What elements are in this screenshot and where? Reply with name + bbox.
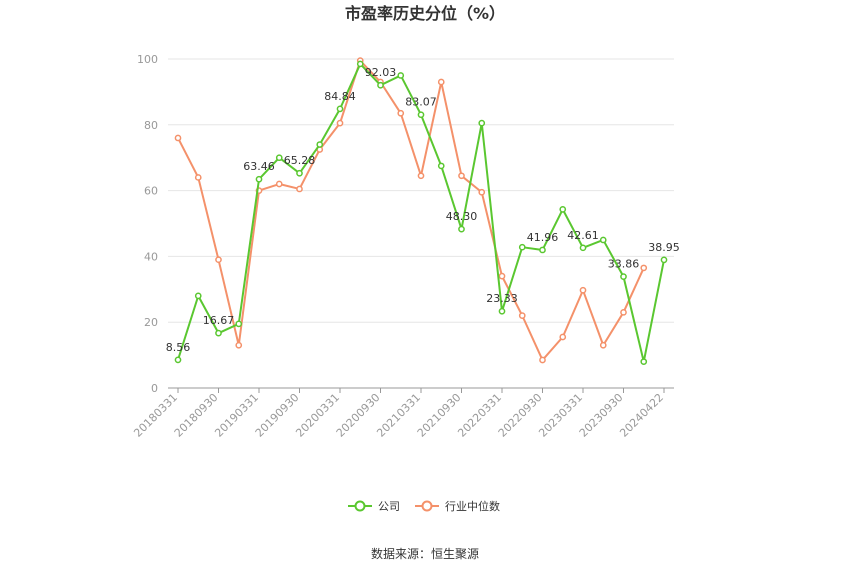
company-point — [539, 246, 546, 254]
industry-median-point — [417, 172, 425, 180]
company-point — [417, 111, 425, 119]
legend-label: 公司 — [378, 500, 400, 513]
company-point — [255, 175, 263, 183]
company-point — [660, 256, 668, 264]
chart-title: 市盈率历史分位（%） — [345, 4, 505, 23]
industry-median-point — [559, 333, 567, 341]
y-tick-label: 0 — [151, 382, 158, 395]
company-point — [579, 244, 587, 252]
industry-median-point — [397, 109, 405, 117]
legend-label: 行业中位数 — [445, 499, 500, 513]
data-label: 92.03 — [365, 66, 397, 79]
industry-median-point — [336, 119, 344, 127]
industry-median-point — [599, 341, 607, 349]
y-tick-label: 100 — [137, 53, 158, 66]
company-point — [559, 206, 567, 213]
industry-median-point — [215, 256, 222, 264]
industry-median-point — [235, 341, 243, 349]
data-label: 63.46 — [243, 160, 275, 173]
company-point — [235, 320, 243, 328]
data-label: 84.84 — [324, 90, 356, 103]
company-point — [275, 154, 283, 162]
legend: 公司 行业中位数 — [348, 499, 500, 513]
data-label: 23.33 — [486, 292, 518, 305]
company-point — [620, 273, 627, 280]
company-point — [194, 292, 202, 300]
company-point — [498, 307, 506, 315]
industry-median-point — [620, 308, 627, 316]
industry-median-point — [478, 188, 486, 196]
y-tick-label: 80 — [144, 119, 158, 132]
company-point — [336, 105, 344, 113]
industry-median-point — [579, 286, 587, 294]
company-point — [640, 358, 648, 366]
industry-median-line — [177, 59, 645, 362]
industry-median-point — [458, 172, 465, 180]
data-label: 8.56 — [166, 341, 191, 354]
industry-median-point — [174, 134, 182, 142]
industry-median-point — [518, 312, 526, 319]
y-tick-label: 40 — [144, 250, 158, 263]
industry-median-point — [539, 356, 546, 364]
y-tick-label: 60 — [144, 185, 158, 198]
legend-item-industry-median: 行业中位数 — [415, 499, 500, 513]
company-point — [599, 236, 607, 244]
data-labels: 8.56 16.67 63.46 65.28 84.84 92.03 83.07 48.30 2… — [166, 66, 680, 354]
data-label: 42.61 — [567, 229, 599, 242]
company-point — [478, 119, 486, 127]
x-tick-label: 20240422 — [617, 391, 666, 440]
company-point — [458, 225, 465, 233]
industry-median-point — [498, 272, 506, 280]
company-point — [174, 356, 182, 364]
data-label: 16.67 — [203, 314, 235, 327]
data-label: 65.28 — [284, 154, 316, 167]
industry-median-point — [640, 264, 648, 272]
y-tick-label: 20 — [144, 316, 158, 329]
source-note: 数据来源：恒生聚源 — [371, 546, 479, 561]
industry-median-point — [437, 78, 445, 86]
legend-swatch-marker — [421, 500, 433, 512]
grid — [168, 58, 674, 323]
data-label: 48.30 — [446, 210, 478, 223]
series-layer — [174, 57, 668, 366]
company-point — [296, 169, 303, 177]
company-point — [356, 60, 364, 68]
company-point — [518, 243, 526, 251]
data-label: 83.07 — [405, 96, 437, 109]
industry-median-point — [275, 180, 283, 188]
company-point — [437, 162, 445, 170]
company-point — [377, 81, 384, 89]
legend-swatch-marker — [354, 500, 366, 512]
company-point — [397, 72, 405, 79]
data-label: 38.95 — [648, 241, 680, 254]
industry-median-point — [296, 185, 303, 193]
industry-median-point — [194, 174, 202, 181]
data-label: 33.86 — [608, 258, 640, 271]
company-point — [215, 329, 222, 337]
legend-item-company: 公司 — [348, 500, 400, 513]
company-point — [316, 141, 324, 148]
data-label: 41.96 — [527, 231, 559, 244]
